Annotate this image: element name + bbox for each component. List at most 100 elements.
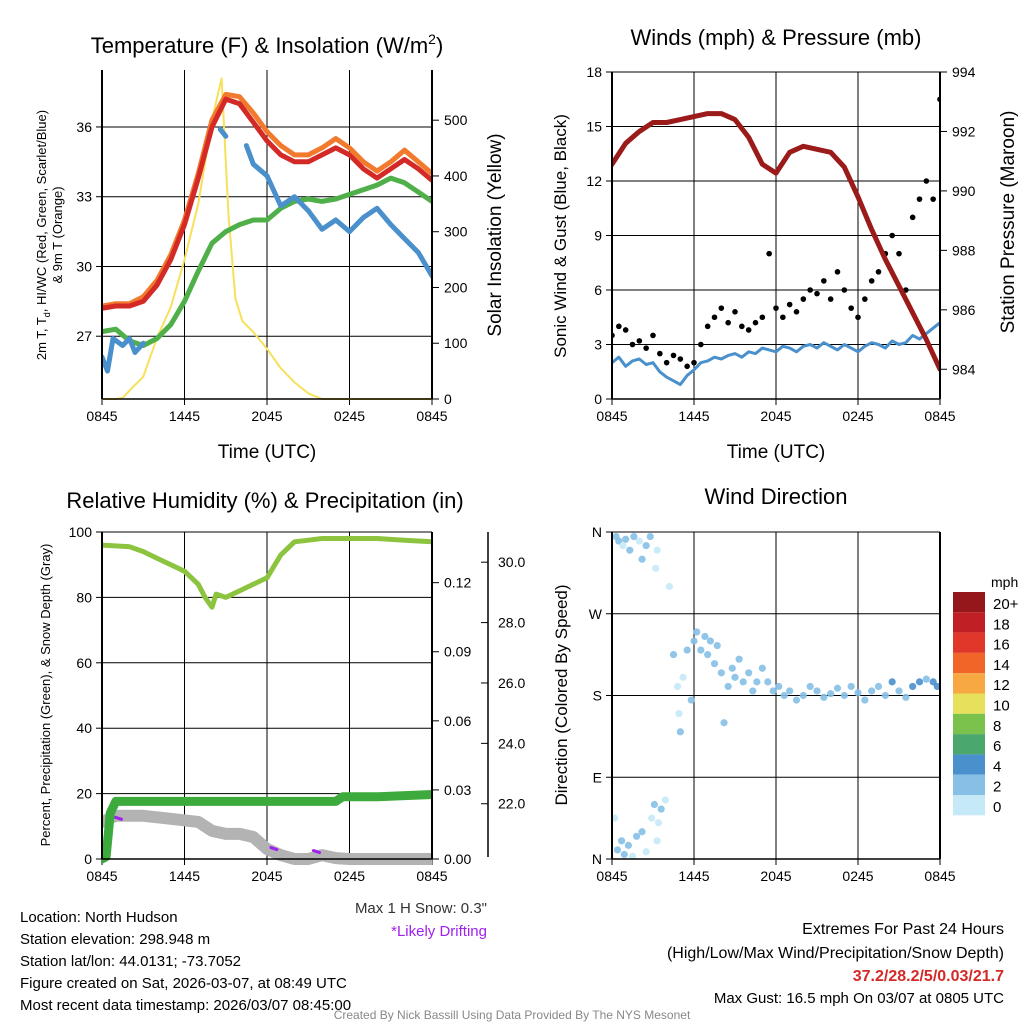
y-tick-label: N (592, 524, 602, 540)
legend-swatch (953, 592, 985, 613)
wind-direction-point (720, 719, 728, 727)
wind-direction-point (717, 669, 725, 677)
gust-point (923, 178, 930, 184)
wind-direction-point (650, 800, 658, 809)
legend-swatch (953, 632, 985, 653)
legend-label: 8 (993, 718, 1001, 735)
winds-chart-title: Winds (mph) & Pressure (mb) (631, 25, 922, 50)
gust-point (663, 359, 670, 366)
legend-swatch (953, 673, 985, 694)
series-group (612, 532, 940, 860)
wind-direction-point (683, 646, 691, 654)
wind-direction-point (840, 691, 848, 700)
x-tick-label: 0845 (416, 408, 447, 424)
y-tick-label: 30 (76, 258, 92, 274)
y2-tick-label: 500 (444, 112, 468, 128)
gust-point (793, 309, 800, 315)
wind-direction-point (909, 682, 917, 691)
legend-label: 2 (993, 779, 1001, 796)
wind-direction-point (701, 632, 709, 641)
y-tick-label: 100 (69, 524, 93, 540)
drifting-mark (269, 846, 279, 852)
y-tick-label: N (592, 851, 602, 867)
winds-x-label: Time (UTC) (727, 442, 826, 463)
wind-direction-point (724, 682, 732, 691)
wind-direction-point (687, 696, 695, 704)
extremes-subtitle: (High/Low/Max Wind/Precipitation/Snow De… (667, 945, 1004, 962)
gust-point (766, 250, 772, 257)
legend-swatch (953, 754, 985, 775)
extremes-values: 37.2/28.2/5/0.03/21.7 (853, 968, 1004, 985)
y2-tick-label: 0.03 (444, 782, 471, 798)
wind-direction-point (833, 684, 842, 692)
gust-point (622, 327, 629, 333)
legend-label: 16 (993, 637, 1010, 654)
wind-direction-point (827, 690, 835, 698)
gust-point (752, 319, 759, 326)
y3-tick-label: 28.0 (498, 615, 525, 631)
y-tick-label: 80 (76, 589, 92, 605)
gust-point (821, 278, 827, 284)
wind-direction-point (638, 828, 646, 836)
dewpoint-line (102, 175, 432, 348)
legend-swatch (953, 774, 985, 795)
legend-swatch (953, 734, 985, 755)
wind-direction-point (806, 682, 814, 691)
max-snow-text: Max 1 H Snow: 0.3" (355, 900, 487, 917)
y2-tick-label: 100 (444, 335, 468, 351)
gust-point (841, 287, 848, 293)
y2-tick-label: 0.00 (444, 851, 471, 867)
gust-point (827, 296, 834, 302)
wind-direction-point (764, 678, 772, 686)
y3-tick-label: 26.0 (498, 675, 525, 691)
wind-direction-point (874, 682, 883, 691)
wind-direction-point (786, 687, 794, 695)
gust-point (814, 290, 820, 297)
legend-swatch (953, 713, 985, 735)
latlon-text: Station lat/lon: 44.0131; -73.7052 (20, 953, 241, 970)
y-tick-label: 18 (586, 64, 602, 80)
drifting-mark (114, 815, 123, 821)
humidity-chart-title: Relative Humidity (%) & Precipitation (i… (66, 488, 463, 513)
y-tick-label: 6 (594, 282, 602, 298)
x-tick-label: 0245 (842, 868, 873, 884)
y-tick-label: 12 (586, 173, 602, 189)
y-tick-label: 0 (84, 851, 92, 867)
station-info: Location: North Hudson Station elevation… (20, 909, 351, 1014)
x-tick-label: 0245 (842, 408, 873, 424)
humidity-y-label: Percent, Precipitation (Green), & Snow D… (38, 544, 53, 847)
gust-point (807, 287, 813, 293)
wind-direction-point (654, 819, 663, 827)
gust-point (616, 323, 622, 330)
wind-direction-point (676, 728, 684, 736)
gust-point (848, 305, 854, 311)
legend-label: 14 (993, 657, 1010, 674)
temperature-chart-title: Temperature (F) & Insolation (W/m2) (91, 31, 444, 58)
created-text: Figure created on Sat, 2026-03-07, at 08… (20, 975, 347, 992)
gust-point (780, 314, 786, 321)
gust-point (711, 314, 718, 321)
wind-direction-point (731, 673, 739, 681)
gust-point (759, 314, 766, 321)
gust-point (745, 327, 752, 333)
wind-direction-point (868, 687, 876, 695)
y-tick-label: W (589, 606, 603, 622)
wind-direction-point (648, 814, 656, 822)
wind-direction-point (854, 689, 862, 697)
gust-point (800, 296, 807, 302)
x-tick-label: 2045 (760, 408, 791, 424)
gust-point (636, 338, 643, 344)
temperature-plot: 0845 1445 2045 0245 0845 27 30 33 36 0 100 200 300 40… (76, 70, 468, 424)
wind-direction-point (769, 687, 777, 695)
x-tick-label: 1445 (169, 868, 200, 884)
gust-point (862, 296, 868, 302)
pressure-y2-label: Station Pressure (Maroon) (998, 111, 1019, 334)
gust-point (643, 345, 649, 351)
gust-point (691, 359, 697, 366)
wind-direction-point (622, 535, 630, 543)
gust-point (739, 323, 745, 330)
y2-tick-label: 992 (952, 123, 976, 139)
wind-direction-point (749, 687, 757, 695)
y3-tick-label: 24.0 (498, 735, 525, 751)
wind-direction-point (635, 537, 643, 545)
